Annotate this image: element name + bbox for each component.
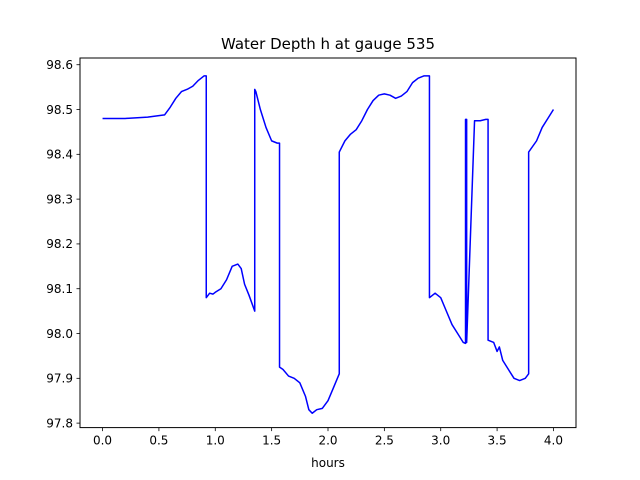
y-tick-label: 98.0: [46, 327, 73, 341]
x-tick-label: 3.0: [431, 434, 450, 448]
chart-title: Water Depth h at gauge 535: [221, 35, 435, 53]
series-line-0: [102, 75, 555, 415]
x-tick-label: 0.5: [149, 434, 168, 448]
y-tick-label: 98.3: [46, 192, 73, 206]
x-tick-label: 3.5: [488, 434, 507, 448]
x-tick-label: 4.0: [544, 434, 563, 448]
x-axis: 0.0 0.5 1.0 1.5 2.0 2.5 3.0 3.5 4.0: [93, 427, 563, 448]
x-axis-label: hours: [311, 456, 345, 470]
series-layer: [102, 75, 555, 415]
y-tick-label: 98.5: [46, 103, 73, 117]
y-tick-label: 97.8: [46, 416, 73, 430]
x-tick-label: 2.0: [318, 434, 337, 448]
x-tick-label: 0.0: [93, 434, 112, 448]
y-tick-label: 98.6: [46, 58, 73, 72]
x-tick-label: 2.5: [375, 434, 394, 448]
y-tick-label: 98.2: [46, 237, 73, 251]
x-tick-label: 1.0: [206, 434, 225, 448]
y-tick-label: 98.1: [46, 282, 73, 296]
y-tick-label: 97.9: [46, 372, 73, 386]
y-axis: 97.8 97.9 98.0 98.1 98.2 98.3 98.4 98.5 98.6: [46, 58, 80, 430]
y-tick-label: 98.4: [46, 148, 73, 162]
x-tick-label: 1.5: [262, 434, 281, 448]
